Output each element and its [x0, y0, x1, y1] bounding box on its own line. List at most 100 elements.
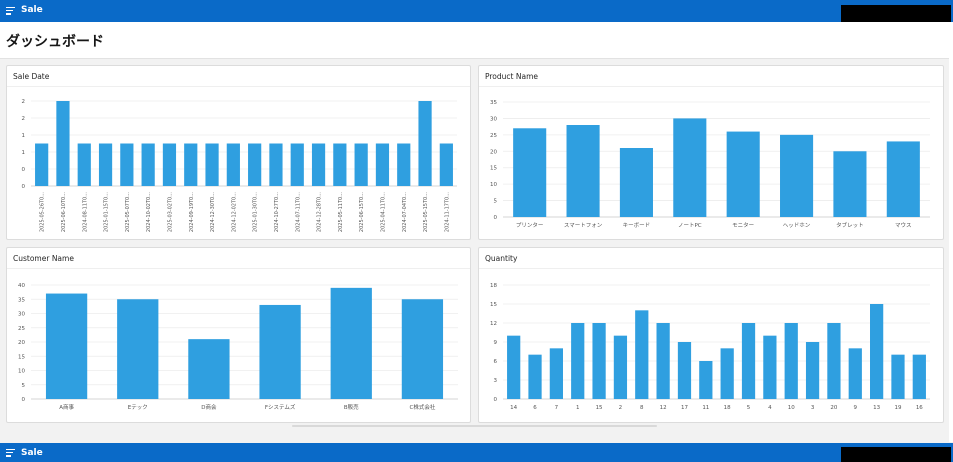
bar[interactable]: [333, 143, 347, 187]
bar[interactable]: [507, 335, 521, 399]
y-tick-label: 5: [494, 199, 498, 205]
y-tick-label: 20: [18, 340, 25, 346]
bar[interactable]: [439, 143, 453, 187]
bar[interactable]: [35, 143, 49, 187]
x-tick-label: 2025-01-15T0...: [104, 192, 110, 232]
chart-title: Product Name: [485, 72, 538, 81]
bar[interactable]: [784, 323, 798, 399]
bar[interactable]: [205, 143, 219, 187]
menu-icon[interactable]: [6, 449, 15, 457]
bar[interactable]: [330, 287, 372, 399]
bar[interactable]: [870, 304, 884, 399]
bar[interactable]: [720, 348, 734, 399]
bar[interactable]: [673, 118, 707, 217]
x-tick-label: 2024-08-11T0...: [82, 192, 88, 232]
app-title[interactable]: Sale: [21, 448, 43, 458]
x-tick-label: キーボード: [623, 221, 651, 229]
y-tick-label: 12: [490, 321, 497, 327]
x-tick-label: 2025-03-02T0...: [167, 192, 173, 232]
bar[interactable]: [592, 323, 606, 399]
y-tick-label: 15: [490, 302, 497, 308]
bar[interactable]: [656, 323, 670, 399]
bar[interactable]: [891, 354, 905, 399]
bar[interactable]: [912, 354, 926, 399]
bar[interactable]: [566, 125, 600, 217]
bar[interactable]: [613, 335, 628, 399]
y-tick-label: 1: [22, 133, 26, 139]
horizontal-scrollbar[interactable]: [292, 425, 657, 427]
bar[interactable]: [848, 348, 862, 399]
bar[interactable]: [45, 293, 88, 399]
menu-icon[interactable]: [6, 7, 15, 15]
bar[interactable]: [833, 151, 867, 217]
quantity-chart-panel: Quantity 0 3 6 9 12 15 18 14 6 7 1 15 2 8 12 17 11 18 5 4 10…: [478, 247, 944, 423]
bar[interactable]: [726, 131, 760, 217]
bar[interactable]: [780, 134, 814, 217]
bar[interactable]: [397, 143, 411, 187]
chart-title: Sale Date: [13, 72, 50, 81]
bar[interactable]: [162, 143, 177, 187]
bar[interactable]: [120, 143, 134, 187]
bar[interactable]: [269, 143, 283, 187]
bar[interactable]: [141, 143, 155, 187]
quantity-chart: 0 3 6 9 12 15 18 14 6 7 1 15 2 8 12 17 11 18 5 4 10 3 20 9 13 19 1…: [490, 283, 930, 411]
x-tick-label: 2024-10-27T0...: [274, 192, 280, 232]
bar[interactable]: [401, 299, 444, 399]
bar[interactable]: [528, 354, 542, 399]
bar[interactable]: [418, 101, 432, 186]
bar[interactable]: [375, 143, 390, 187]
divider: [479, 86, 943, 87]
bar[interactable]: [354, 143, 368, 187]
product-name-chart-panel: Product Name 0 5 10 15 20 25 30 35 プリンター スマートフォン キ…: [478, 65, 944, 240]
bar[interactable]: [677, 342, 692, 399]
bar[interactable]: [184, 143, 198, 187]
x-tick-label: 2024-12-28T0...: [317, 192, 323, 232]
x-tick-label: 14: [510, 405, 517, 411]
product-name-chart: 0 5 10 15 20 25 30 35 プリンター スマートフォン キーボード ノートPC モニター…: [490, 100, 930, 229]
bar[interactable]: [886, 141, 920, 217]
bar[interactable]: [290, 143, 304, 187]
y-tick-label: 25: [490, 133, 497, 139]
x-tick-label: 2024-11-17T0...: [444, 192, 450, 232]
x-tick-label: C株式会社: [409, 403, 435, 411]
bar[interactable]: [741, 323, 756, 399]
app-title[interactable]: Sale: [21, 5, 43, 15]
x-tick-label: 2024-09-19T0...: [189, 192, 195, 232]
x-tick-label: 1: [576, 405, 580, 411]
bar[interactable]: [763, 335, 777, 399]
bar[interactable]: [226, 143, 240, 187]
bar[interactable]: [699, 361, 713, 399]
x-tick-label: 2: [619, 405, 623, 411]
bar[interactable]: [248, 143, 262, 187]
x-tick-label: ヘッドホン: [783, 222, 811, 229]
y-tick-label: 6: [494, 359, 498, 365]
sale-date-chart: 0 0 1 1 2 2 2025-05-26T0... 2025-06-10T0... 2024…: [22, 99, 457, 232]
bar[interactable]: [77, 143, 91, 187]
x-tick-label: 11: [702, 405, 709, 411]
bar[interactable]: [188, 339, 230, 399]
y-tick-label: 15: [490, 166, 497, 172]
bar[interactable]: [619, 148, 653, 217]
x-tick-label: 2024-12-02T0...: [231, 192, 237, 232]
bar[interactable]: [571, 323, 585, 399]
bar[interactable]: [549, 348, 563, 399]
bar[interactable]: [311, 143, 326, 187]
x-tick-label: 2025-05-26T0...: [40, 192, 46, 232]
y-tick-label: 0: [22, 397, 26, 403]
x-tick-label: ノートPC: [678, 223, 702, 229]
y-tick-label: 0: [494, 397, 498, 403]
bar[interactable]: [117, 299, 159, 399]
x-tick-label: 4: [768, 405, 772, 411]
page-title: ダッシュボード: [6, 34, 104, 50]
bottom-app-bar: Sale: [0, 443, 953, 462]
top-app-bar: Sale: [0, 0, 953, 22]
x-tick-label: 15: [596, 405, 603, 411]
bar[interactable]: [259, 304, 301, 399]
bar[interactable]: [635, 310, 649, 399]
bar[interactable]: [98, 143, 113, 187]
bar[interactable]: [827, 323, 841, 399]
x-tick-label: プリンター: [516, 221, 544, 229]
bar[interactable]: [56, 101, 70, 186]
bar[interactable]: [805, 342, 820, 399]
bar[interactable]: [513, 128, 547, 217]
